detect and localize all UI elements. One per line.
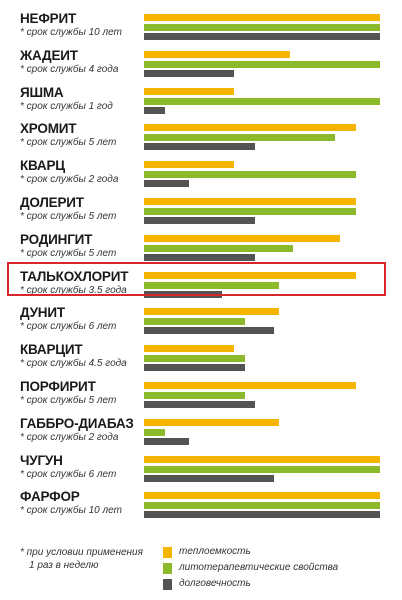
stone-service-life: * срок службы 1 год (20, 100, 113, 112)
footnote-line-1: * при условии применения (20, 547, 143, 558)
bar-row-2-series-2 (144, 106, 166, 114)
highlight-box-talcochlorite (7, 262, 386, 296)
stone-service-life: * срок службы 6 лет (20, 468, 117, 480)
bar-row-12-series-0 (144, 455, 380, 463)
bar-row-9-series-0 (144, 345, 234, 353)
stone-name: КВАРЦ (20, 158, 65, 174)
stone-name: ГАББРО-ДИАБАЗ (20, 415, 134, 431)
bar-row-6-series-2 (144, 253, 255, 261)
bar-row-12-series-2 (144, 474, 274, 482)
bar-row-8-series-1 (144, 318, 246, 326)
stone-service-life: * срок службы 5 лет (20, 247, 117, 259)
bar-row-11-series-2 (144, 437, 189, 445)
legend-label-heat-capacity: теплоемкость (179, 546, 251, 557)
bar-row-6-series-0 (144, 234, 340, 242)
stone-service-life: * срок службы 5 лет (20, 395, 117, 406)
bar-row-5-series-2 (144, 217, 255, 224)
bar-row-0-series-2 (144, 33, 380, 40)
bar-row-4-series-1 (144, 171, 357, 179)
bar-row-9-series-2 (144, 364, 246, 372)
bar-row-11-series-1 (144, 428, 166, 436)
stone-name: РОДИНГИТ (20, 231, 93, 247)
bar-row-9-series-1 (144, 355, 246, 363)
stone-name: ПОРФИРИТ (20, 379, 96, 394)
bar-row-12-series-1 (144, 465, 380, 473)
bar-row-3-series-0 (144, 124, 357, 132)
bar-row-7-series-1 (144, 281, 279, 289)
bar-row-3-series-2 (144, 143, 255, 151)
bar-row-8-series-2 (144, 327, 274, 335)
bar-row-10-series-1 (144, 392, 246, 399)
bar-row-3-series-1 (144, 134, 336, 142)
stone-service-life: * срок службы 4.5 года (20, 358, 127, 370)
bar-row-10-series-0 (144, 382, 357, 389)
bar-row-11-series-0 (144, 418, 279, 426)
legend-label-lithotherapy: литотерапевтические свойства (179, 562, 339, 573)
stone-service-life: * срок службы 5 лет (20, 211, 117, 222)
stone-name: ДОЛЕРИТ (20, 195, 84, 210)
legend-swatch-durability (163, 579, 172, 590)
stone-service-life: * срок службы 10 лет (20, 27, 122, 38)
bar-row-10-series-2 (144, 401, 255, 408)
stone-name: ЯШМА (20, 84, 64, 100)
bar-row-13-series-2 (144, 511, 380, 519)
stone-service-life: * срок службы 2 года (20, 431, 119, 443)
bar-row-5-series-1 (144, 208, 357, 215)
stone-service-life: * срок службы 5 лет (20, 137, 117, 149)
stone-service-life: * срок службы 6 лет (20, 321, 117, 333)
bar-row-4-series-2 (144, 180, 189, 188)
footnote-line-2: 1 раз в неделю (29, 560, 99, 571)
bar-row-2-series-0 (144, 87, 234, 95)
stone-name: НЕФРИТ (20, 11, 77, 26)
stone-service-life: * срок службы 2 года (20, 174, 119, 186)
stone-name: КВАРЦИТ (20, 342, 83, 358)
stone-name: ДУНИТ (20, 305, 65, 321)
legend-label-durability: долговечность (179, 578, 251, 589)
stone-name: ЧУГУН (20, 452, 63, 468)
bar-row-0-series-1 (144, 24, 380, 31)
stone-service-life: * срок службы 3.5 года (20, 284, 127, 296)
bar-row-1-series-2 (144, 69, 234, 77)
stone-service-life: * срок службы 10 лет (20, 505, 122, 517)
stone-name: ЖАДЕИТ (20, 47, 78, 63)
bar-row-5-series-0 (144, 198, 357, 205)
bar-row-4-series-0 (144, 161, 234, 169)
bar-row-7-series-0 (144, 271, 357, 279)
bar-row-1-series-1 (144, 60, 380, 68)
footnote: * при условии применения 1 раз в неделю (20, 546, 143, 572)
stone-name: ФАРФОР (20, 489, 80, 505)
legend-swatch-heat-capacity (163, 547, 172, 558)
bar-row-13-series-0 (144, 492, 380, 500)
bar-row-1-series-0 (144, 50, 291, 58)
stone-service-life: * срок службы 4 года (20, 63, 119, 75)
bar-row-13-series-1 (144, 502, 380, 510)
stone-name: ТАЛЬКОХЛОРИТ (20, 268, 129, 284)
legend-swatch-lithotherapy (163, 563, 172, 574)
bar-row-0-series-0 (144, 14, 380, 21)
stone-name: ХРОМИТ (20, 121, 77, 137)
bar-row-2-series-1 (144, 97, 380, 105)
bar-row-6-series-1 (144, 244, 293, 252)
bar-row-8-series-0 (144, 308, 279, 316)
